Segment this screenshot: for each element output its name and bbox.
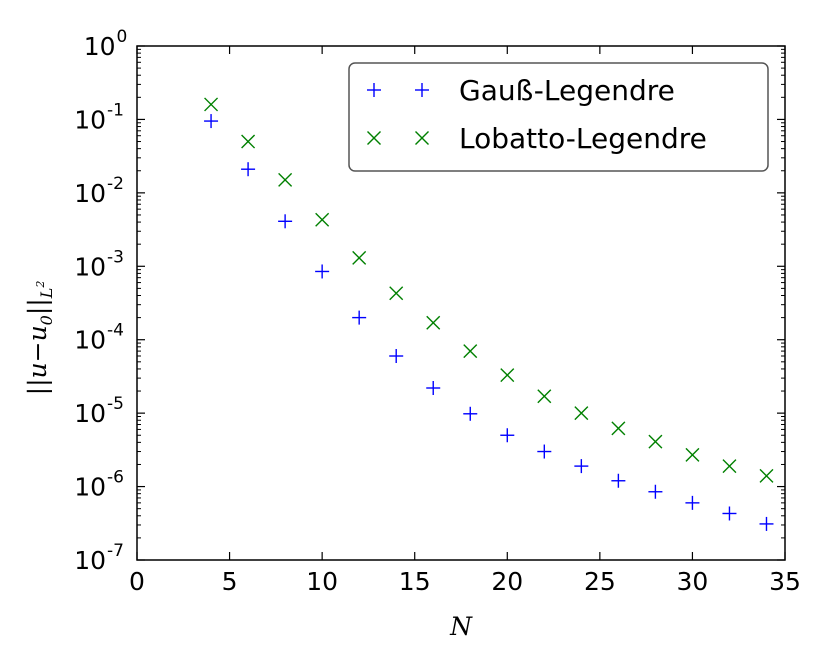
data-point-plus — [389, 349, 404, 364]
axis-ticks — [136, 45, 786, 561]
data-point-x — [500, 368, 515, 383]
y-tick-exponent: -3 — [107, 247, 124, 267]
plot-area — [136, 45, 786, 561]
x-axis-label: N — [449, 612, 473, 641]
data-point-x — [352, 250, 367, 265]
legend-label: Gauß-Legendre — [459, 74, 675, 107]
y-tick-exponent: -7 — [107, 541, 124, 561]
data-point-x — [426, 315, 441, 330]
data-point-x — [759, 468, 774, 483]
data-point-plus — [722, 506, 737, 521]
y-tick-label: 10 -1 — [74, 100, 124, 134]
x-tick-label: 20 — [491, 567, 523, 596]
legend: Gauß-Legendre Lobatto-Legendre — [348, 62, 769, 172]
data-point-plus — [574, 459, 589, 474]
axis-tick-labels: 0 5 10 15 20 25 30 3510-710-610-510-410-310-210… — [74, 27, 801, 596]
legend-marker — [367, 83, 381, 97]
legend-marker — [367, 131, 381, 145]
data-point-plus — [463, 406, 478, 421]
data-point-x — [537, 389, 552, 404]
y-tick-exponent: -4 — [107, 321, 124, 341]
y-tick-exponent: -2 — [107, 174, 124, 194]
data-point-plus — [611, 473, 626, 488]
data-point-plus — [648, 484, 663, 499]
y-tick-base: 10 — [74, 473, 106, 502]
y-tick-base: 10 — [74, 326, 106, 355]
data-point-plus — [315, 264, 330, 279]
legend-entry: Lobatto-Legendre — [367, 122, 707, 155]
data-point-x — [315, 212, 330, 227]
data-point-plus — [537, 444, 552, 459]
legend-entry: Gauß-Legendre — [367, 74, 675, 107]
data-point-x — [722, 459, 737, 474]
y-tick-base: 10 — [74, 399, 106, 428]
data-point-x — [463, 344, 478, 359]
x-tick-label: 35 — [769, 567, 801, 596]
y-tick-base: 10 — [74, 252, 106, 281]
svg-text:||u−u0||L2: ||u−u0||L2 — [23, 281, 56, 396]
y-tick-label: 10 -2 — [74, 174, 124, 208]
y-tick-exponent: 0 — [117, 27, 128, 47]
legend-marker — [415, 83, 429, 97]
data-point-plus — [685, 495, 700, 510]
y-tick-label: 10 -7 — [74, 541, 124, 575]
series-plus — [204, 114, 774, 531]
data-point-x — [389, 286, 404, 301]
y-tick-exponent: -5 — [107, 394, 124, 414]
legend-box — [348, 62, 769, 172]
legend-marker — [415, 131, 429, 145]
y-tick-label: 10 0 — [84, 27, 128, 61]
data-point-x — [204, 97, 219, 112]
legend-label: Lobatto-Legendre — [459, 122, 707, 155]
y-axis-label: ||u−u0||L2 — [23, 281, 56, 396]
data-point-x — [685, 447, 700, 462]
x-tick-label: 25 — [584, 567, 616, 596]
plot-frame — [136, 45, 786, 561]
data-point-x — [241, 134, 256, 149]
y-tick-base: 10 — [84, 32, 116, 61]
y-tick-exponent: -1 — [107, 100, 124, 120]
data-point-x — [574, 406, 589, 421]
x-tick-label: 5 — [222, 567, 238, 596]
x-tick-label: 10 — [306, 567, 338, 596]
data-point-x — [648, 434, 663, 449]
x-tick-label: 30 — [677, 567, 709, 596]
data-markers — [204, 97, 774, 531]
y-tick-label: 10 -3 — [74, 247, 124, 281]
data-point-plus — [500, 428, 515, 443]
y-tick-base: 10 — [74, 546, 106, 575]
y-tick-label: 10 -5 — [74, 394, 124, 428]
data-point-plus — [278, 214, 293, 229]
data-point-x — [278, 172, 293, 187]
x-tick-label: 15 — [399, 567, 431, 596]
y-tick-exponent: -6 — [107, 468, 124, 488]
y-tick-label: 10 -6 — [74, 468, 124, 502]
y-tick-base: 10 — [74, 105, 106, 134]
y-tick-base: 10 — [74, 179, 106, 208]
data-point-plus — [426, 380, 441, 395]
data-point-plus — [352, 310, 367, 325]
data-point-x — [611, 421, 626, 436]
y-tick-label: 10 -4 — [74, 321, 124, 355]
data-point-plus — [759, 516, 774, 531]
series-x — [204, 97, 774, 483]
data-point-plus — [241, 162, 256, 177]
x-tick-label: 0 — [129, 567, 145, 596]
data-point-plus — [204, 114, 219, 129]
